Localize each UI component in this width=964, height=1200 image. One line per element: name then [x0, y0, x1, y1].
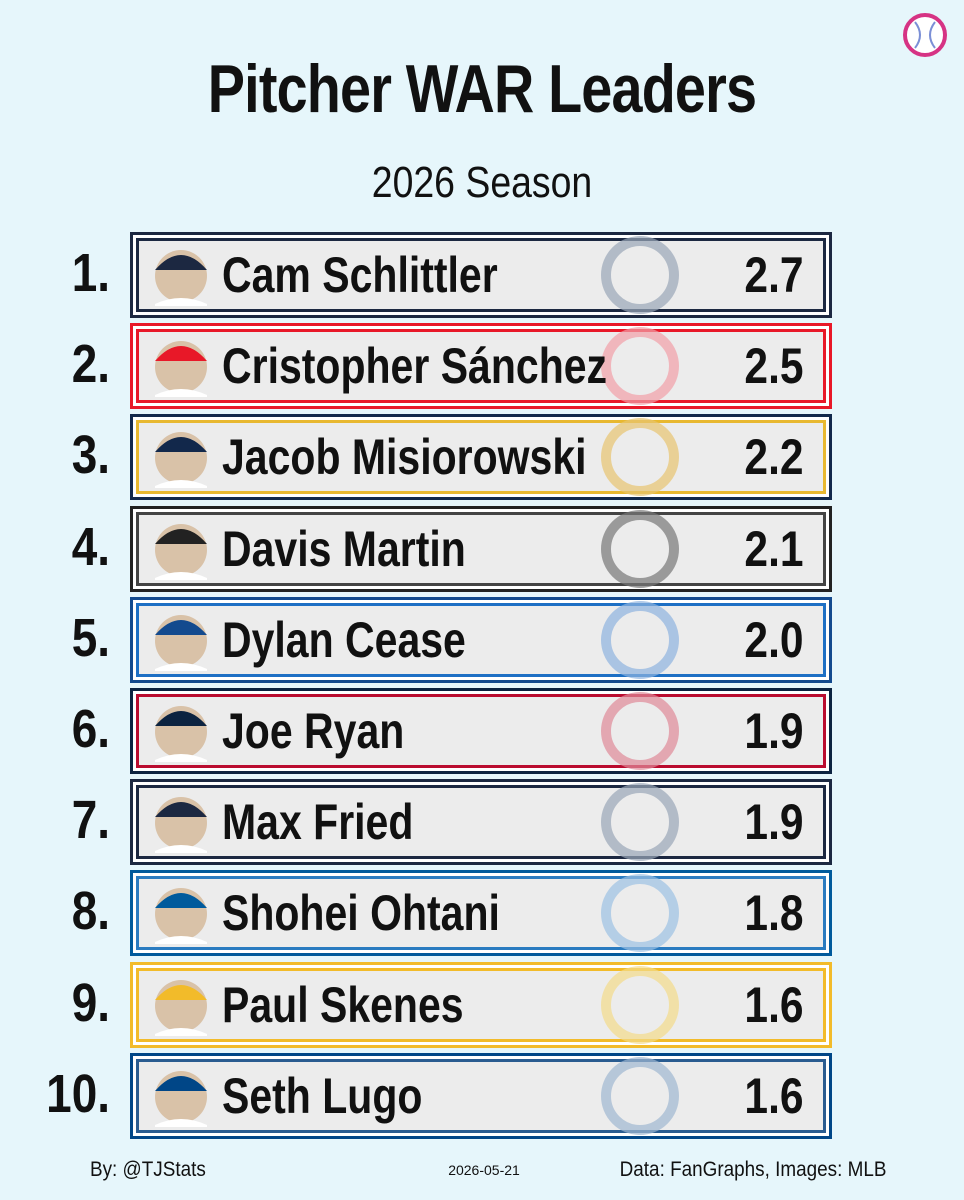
title: Pitcher WAR Leaders — [207, 51, 757, 127]
row-art — [155, 1056, 679, 1135]
row-box — [130, 961, 832, 1048]
war-value: 2.7 — [744, 247, 804, 303]
team-logo — [601, 600, 679, 679]
cap — [155, 255, 207, 270]
row-box — [130, 505, 832, 592]
war-value: 1.6 — [744, 976, 804, 1033]
row-box — [130, 414, 832, 501]
jersey — [155, 662, 207, 671]
row-art — [155, 600, 679, 679]
rank: 2. — [71, 334, 110, 395]
team-logo — [601, 418, 679, 497]
team-logo — [601, 327, 679, 406]
jersey — [155, 480, 207, 489]
war-value: 1.9 — [744, 794, 804, 851]
team-logo — [601, 236, 679, 314]
cap — [155, 346, 207, 362]
jersey — [155, 754, 207, 762]
author: By: @TJStats — [90, 1158, 206, 1181]
jersey — [155, 845, 207, 854]
brand-logo — [903, 13, 947, 57]
cap — [155, 619, 207, 635]
row-art — [155, 509, 679, 588]
cap — [155, 1075, 207, 1091]
cap — [155, 984, 207, 1000]
rank: 8. — [71, 881, 110, 942]
row-box — [130, 232, 832, 318]
team-logo — [601, 965, 679, 1044]
row-art — [155, 418, 679, 497]
rank: 9. — [71, 972, 110, 1033]
row-box — [130, 688, 832, 774]
rank: 4. — [71, 516, 110, 577]
player-name: Joe Ryan — [222, 703, 405, 759]
war-value: 2.0 — [744, 611, 804, 668]
player-name: Cam Schlittler — [222, 247, 498, 303]
subtitle: 2026 Season — [371, 158, 593, 207]
row-art — [155, 965, 679, 1044]
rank: 3. — [71, 425, 110, 486]
rank: 10. — [46, 1063, 110, 1124]
row-box — [130, 323, 832, 410]
row-box — [130, 1052, 832, 1139]
player-name: Cristopher Sánchez — [222, 338, 608, 395]
cap — [155, 893, 207, 909]
team-logo — [601, 783, 679, 862]
jersey — [155, 298, 207, 306]
war-value: 2.5 — [744, 338, 804, 395]
jersey — [155, 936, 207, 945]
player-name: Max Fried — [222, 794, 414, 851]
row-box — [130, 779, 832, 866]
war-value: 1.9 — [744, 703, 804, 759]
row-art — [155, 874, 679, 953]
team-logo — [601, 1056, 679, 1135]
jersey — [155, 1027, 207, 1036]
player-name: Jacob Misiorowski — [222, 429, 587, 486]
rank: 7. — [71, 790, 110, 851]
player-name: Paul Skenes — [222, 976, 464, 1033]
jersey — [155, 571, 207, 580]
war-value: 1.8 — [744, 885, 804, 942]
source: Data: FanGraphs, Images: MLB — [619, 1158, 886, 1181]
rank: 6. — [71, 699, 110, 759]
row-art — [155, 783, 679, 862]
player-name: Davis Martin — [222, 520, 466, 577]
war-value: 1.6 — [744, 1067, 804, 1124]
row-box — [130, 596, 832, 683]
row-art — [155, 327, 679, 406]
cap — [155, 528, 207, 544]
team-logo — [601, 874, 679, 953]
date: 2026-05-21 — [448, 1162, 520, 1178]
player-name: Shohei Ohtani — [222, 885, 500, 942]
player-name: Seth Lugo — [222, 1067, 423, 1124]
row-box — [130, 870, 832, 957]
rank: 1. — [71, 243, 110, 303]
war-value: 2.2 — [744, 429, 804, 486]
jersey — [155, 1118, 207, 1127]
row-art — [155, 236, 679, 314]
cap — [155, 437, 207, 453]
jersey — [155, 389, 207, 398]
row-art — [155, 692, 679, 770]
cap — [155, 802, 207, 818]
player-name: Dylan Cease — [222, 611, 466, 668]
team-logo — [601, 692, 679, 770]
cap — [155, 711, 207, 726]
team-logo — [601, 509, 679, 588]
rank: 5. — [71, 607, 110, 668]
war-value: 2.1 — [744, 520, 804, 577]
